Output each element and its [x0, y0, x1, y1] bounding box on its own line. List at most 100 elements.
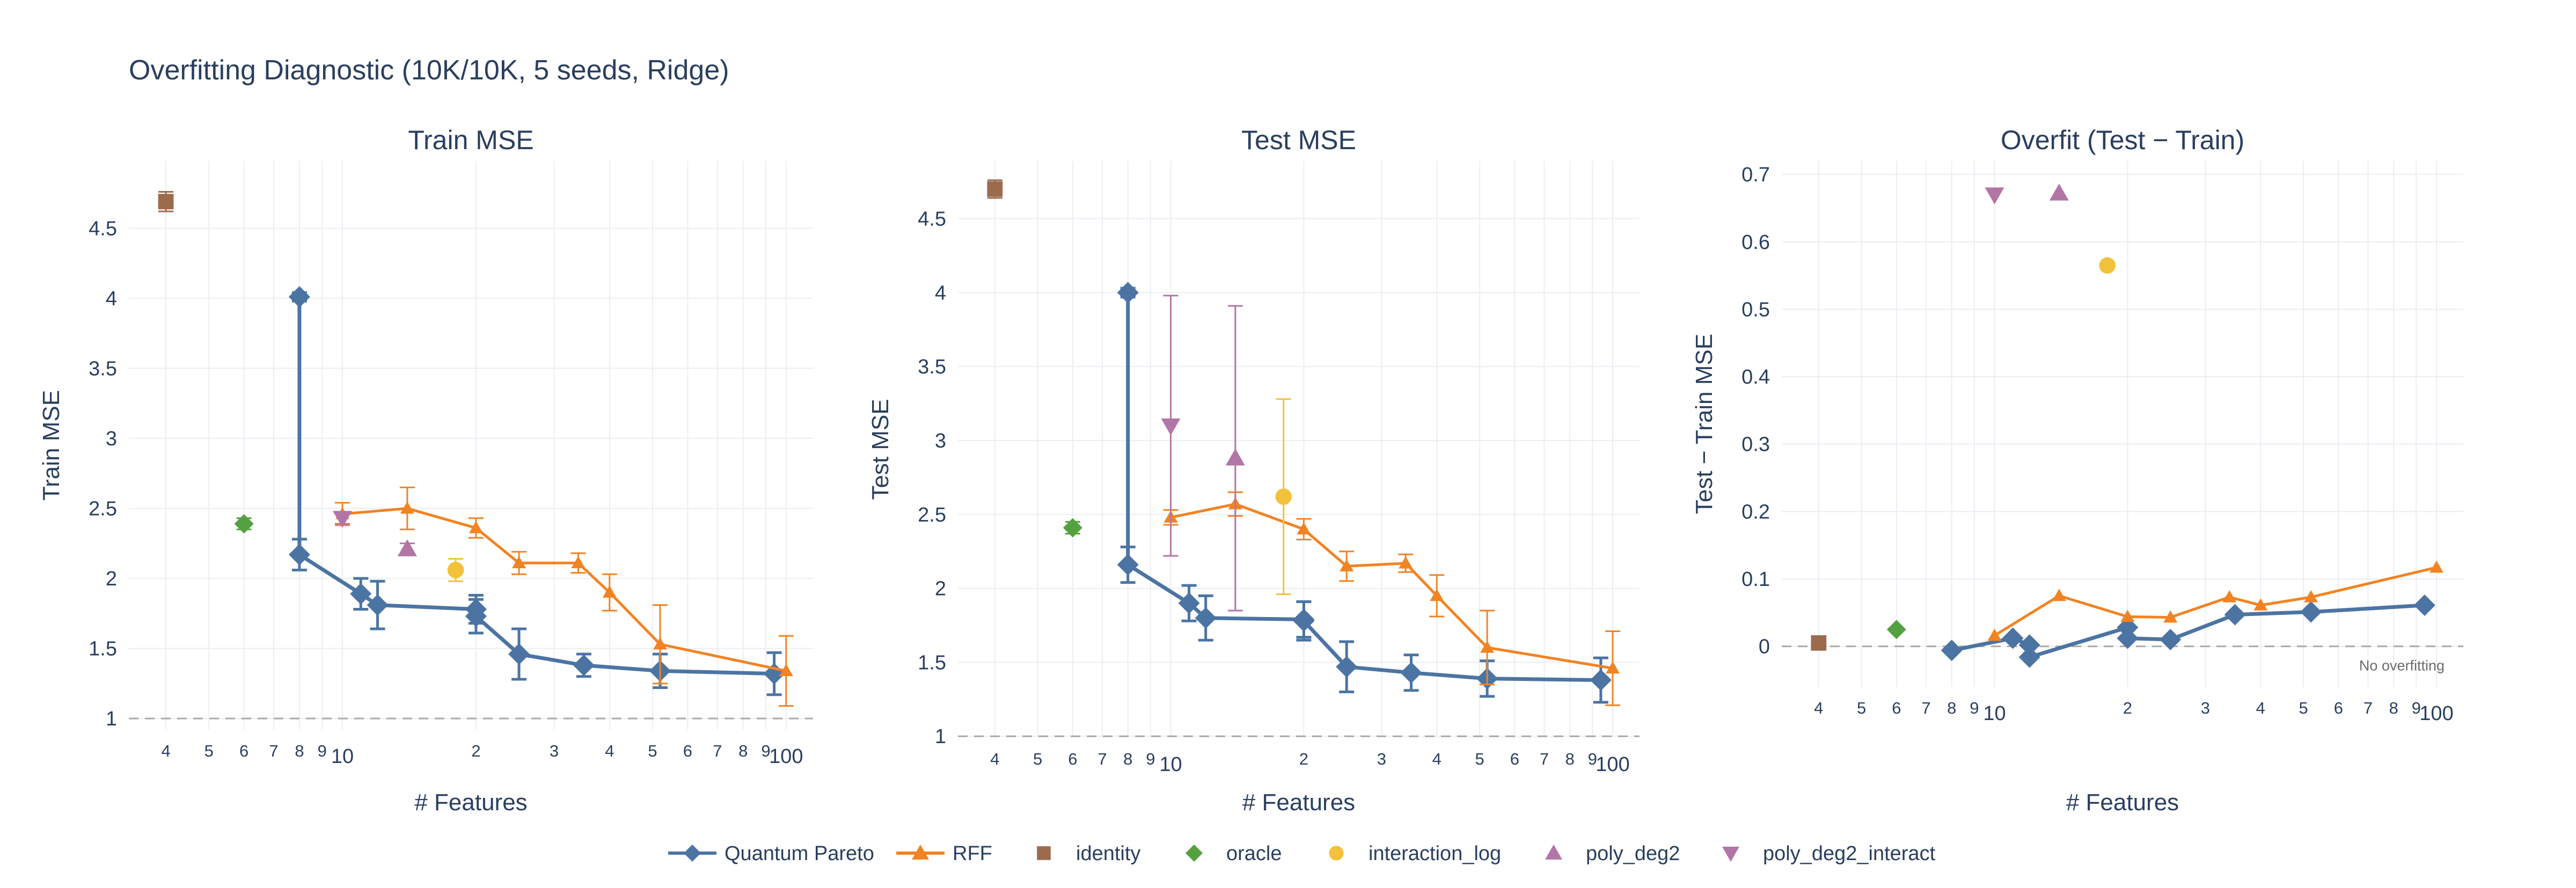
x-tick-label: 5: [1857, 699, 1866, 717]
x-tick-label: 6: [683, 742, 692, 760]
legend-label: RFF: [953, 842, 992, 865]
data-point: [1117, 282, 1139, 304]
series-oracle: [234, 514, 254, 534]
panel-train-mse: 4 5 6 7 8 9 10 2 3 4 5 6 7 8 910011.522.533.544.5Train…: [38, 125, 813, 816]
y-axis-label: Test MSE: [867, 399, 894, 500]
data-point: [602, 585, 617, 598]
data-point: [333, 511, 353, 528]
x-tick-label: 9: [1588, 750, 1597, 768]
x-tick-label: 7: [2363, 699, 2373, 717]
x-tick-label: 9: [2412, 699, 2421, 717]
data-point: [2002, 627, 2024, 649]
x-tick-label: 9: [318, 742, 327, 760]
data-point: [288, 544, 310, 566]
x-tick-label: 7: [269, 742, 278, 760]
data-point: [1811, 635, 1827, 651]
data-point: [1480, 640, 1495, 653]
data-point: [1985, 187, 2004, 204]
x-tick-label: 7: [713, 742, 722, 760]
y-tick-label: 2.5: [89, 497, 117, 520]
legend[interactable]: Quantum Pareto RFF identity oracle interacti…: [668, 842, 1936, 865]
x-tick-label: 7: [1921, 699, 1930, 717]
x-tick-label: 8: [738, 742, 748, 760]
series-quantum-pareto: [288, 286, 785, 696]
series-poly-deg2-interact: [1985, 187, 2004, 204]
series-oracle: [1886, 620, 1906, 640]
series-identity: [158, 190, 174, 212]
legend-item-rff[interactable]: RFF: [896, 842, 992, 865]
legend-item-identity[interactable]: identity: [1037, 842, 1140, 865]
y-tick-label: 1.5: [89, 638, 117, 661]
data-point: [2052, 589, 2066, 601]
data-point: [1275, 488, 1292, 505]
legend-item-poly-deg2-interact[interactable]: poly_deg2_interact: [1722, 842, 1936, 865]
y-tick-label: 0.7: [1741, 164, 1770, 186]
panel-test-mse: 4 5 6 7 8 9 10 2 3 4 5 6 7 8 910011.522.533.544.5Test …: [867, 125, 1640, 816]
y-axis-label: Test − Train MSE: [1691, 334, 1717, 514]
legend-item-poly-deg2[interactable]: poly_deg2: [1545, 842, 1680, 865]
x-tick-label: 2: [471, 742, 480, 760]
data-point: [1399, 556, 1413, 569]
data-point: [1340, 559, 1354, 572]
series-rff: [335, 486, 794, 707]
data-point: [2429, 560, 2444, 573]
data-point: [2224, 604, 2246, 626]
legend-swatch-marker: [684, 845, 701, 862]
data-point: [2413, 594, 2435, 616]
y-tick-label: 1: [106, 708, 117, 730]
series-poly-deg2: [2049, 184, 2069, 201]
data-point: [1606, 661, 1620, 674]
x-tick-label: 3: [1377, 750, 1386, 768]
series-rff: [1163, 491, 1621, 706]
legend-label: Quantum Pareto: [724, 842, 874, 865]
x-tick-label: 10: [1983, 702, 2006, 725]
x-tick-label: 100: [2419, 702, 2453, 725]
x-tick-label: 8: [2389, 699, 2398, 717]
data-point: [1178, 592, 1200, 614]
data-point: [1195, 607, 1217, 629]
y-tick-label: 0.1: [1741, 568, 1770, 591]
data-point: [465, 605, 487, 627]
x-tick-label: 4: [161, 742, 170, 760]
x-tick-label: 8: [295, 742, 304, 760]
x-tick-label: 6: [1068, 750, 1077, 768]
data-point: [397, 539, 417, 556]
y-tick-label: 3: [106, 428, 117, 450]
data-point: [1297, 522, 1311, 535]
legend-label: oracle: [1226, 842, 1282, 865]
series-line: [1126, 292, 1601, 682]
x-tick-label: 7: [1540, 750, 1549, 768]
y-axis-label: Train MSE: [38, 390, 64, 501]
data-point: [2018, 634, 2040, 656]
x-tick-label: 4: [1814, 699, 1823, 717]
x-tick-label: 4: [1432, 750, 1441, 768]
panel-title: Test MSE: [1241, 125, 1356, 155]
series-identity: [1811, 635, 1827, 651]
x-tick-label: 4: [2256, 699, 2265, 717]
data-point: [512, 556, 526, 569]
legend-label: identity: [1076, 842, 1140, 865]
data-point: [1400, 662, 1422, 684]
legend-item-quantum-pareto[interactable]: Quantum Pareto: [668, 842, 874, 865]
x-tick-label: 4: [605, 742, 614, 760]
y-tick-label: 3.5: [918, 356, 946, 378]
legend-item-interaction-log[interactable]: interaction_log: [1329, 842, 1501, 865]
data-point: [779, 664, 793, 677]
data-point: [2117, 617, 2139, 639]
panel-overfit-test-train: 4 5 6 7 8 9 10 2 3 4 5 6 7 8 910000.10.20.30.40.50.60.…: [1691, 125, 2463, 816]
y-tick-label: 0.5: [1741, 298, 1770, 321]
series-line: [1170, 502, 1613, 670]
x-tick-label: 6: [2334, 699, 2343, 717]
x-tick-label: 100: [1596, 753, 1629, 776]
series-quantum-pareto: [1941, 594, 2435, 668]
series-poly-deg2-interact: [333, 511, 353, 528]
series-interaction-log: [447, 557, 464, 582]
legend-item-oracle[interactable]: oracle: [1185, 842, 1282, 865]
data-point: [1161, 418, 1181, 436]
x-tick-label: 5: [204, 742, 214, 760]
y-tick-label: 3.5: [89, 357, 117, 380]
data-point: [1430, 589, 1444, 601]
x-tick-label: 4: [990, 750, 999, 768]
series-line: [1994, 566, 2437, 637]
